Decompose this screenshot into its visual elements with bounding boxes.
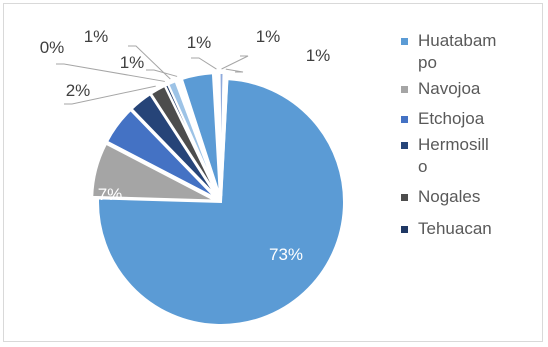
data-label: 1% — [187, 33, 212, 52]
legend-item: Hermosill o — [398, 134, 538, 178]
leader-line — [56, 63, 165, 82]
legend-label: Nogales — [418, 187, 481, 206]
legend-label: Tehuacan — [418, 219, 492, 238]
legend-label: Huatabam po — [418, 31, 497, 72]
legend-swatch — [401, 194, 408, 201]
legend-item: Tehuacan — [398, 218, 538, 240]
leader-line — [221, 55, 249, 70]
legend-swatch — [401, 226, 408, 233]
legend-item: Navojoa — [398, 78, 538, 100]
legend-swatch — [401, 116, 408, 123]
data-label: 1% — [306, 46, 331, 65]
legend-item: Etchojoa — [398, 108, 538, 130]
data-label: 73% — [269, 245, 303, 264]
data-label: 2% — [66, 81, 91, 100]
leader-line — [146, 69, 178, 77]
leader-line — [225, 68, 244, 73]
leader-line — [128, 45, 171, 80]
legend-label: Hermosill o — [418, 135, 489, 176]
pie-slice-11 — [220, 72, 229, 197]
data-label: 1% — [256, 27, 281, 46]
pie-slice-etchojoa — [105, 108, 217, 200]
legend-item: Huatabam po — [398, 30, 538, 74]
legend-label: Navojoa — [418, 79, 481, 98]
legend-swatch — [401, 86, 408, 93]
data-label: 7% — [98, 185, 123, 204]
data-label: 1% — [84, 27, 109, 46]
leader-line — [191, 57, 217, 70]
legend-item: Nogales — [398, 186, 538, 208]
pie-slice-navojoa — [91, 142, 216, 202]
legend-label: Etchojoa — [418, 109, 485, 128]
pie-slice-huatabampo — [97, 78, 345, 326]
chart-legend: Huatabam po Navojoa Etchojoa Hermosill o Nog… — [398, 30, 538, 240]
legend-swatch — [401, 142, 408, 149]
data-label: 0% — [40, 38, 65, 57]
leader-line — [64, 85, 156, 105]
data-label: 1% — [120, 53, 145, 72]
legend-swatch — [401, 38, 408, 45]
